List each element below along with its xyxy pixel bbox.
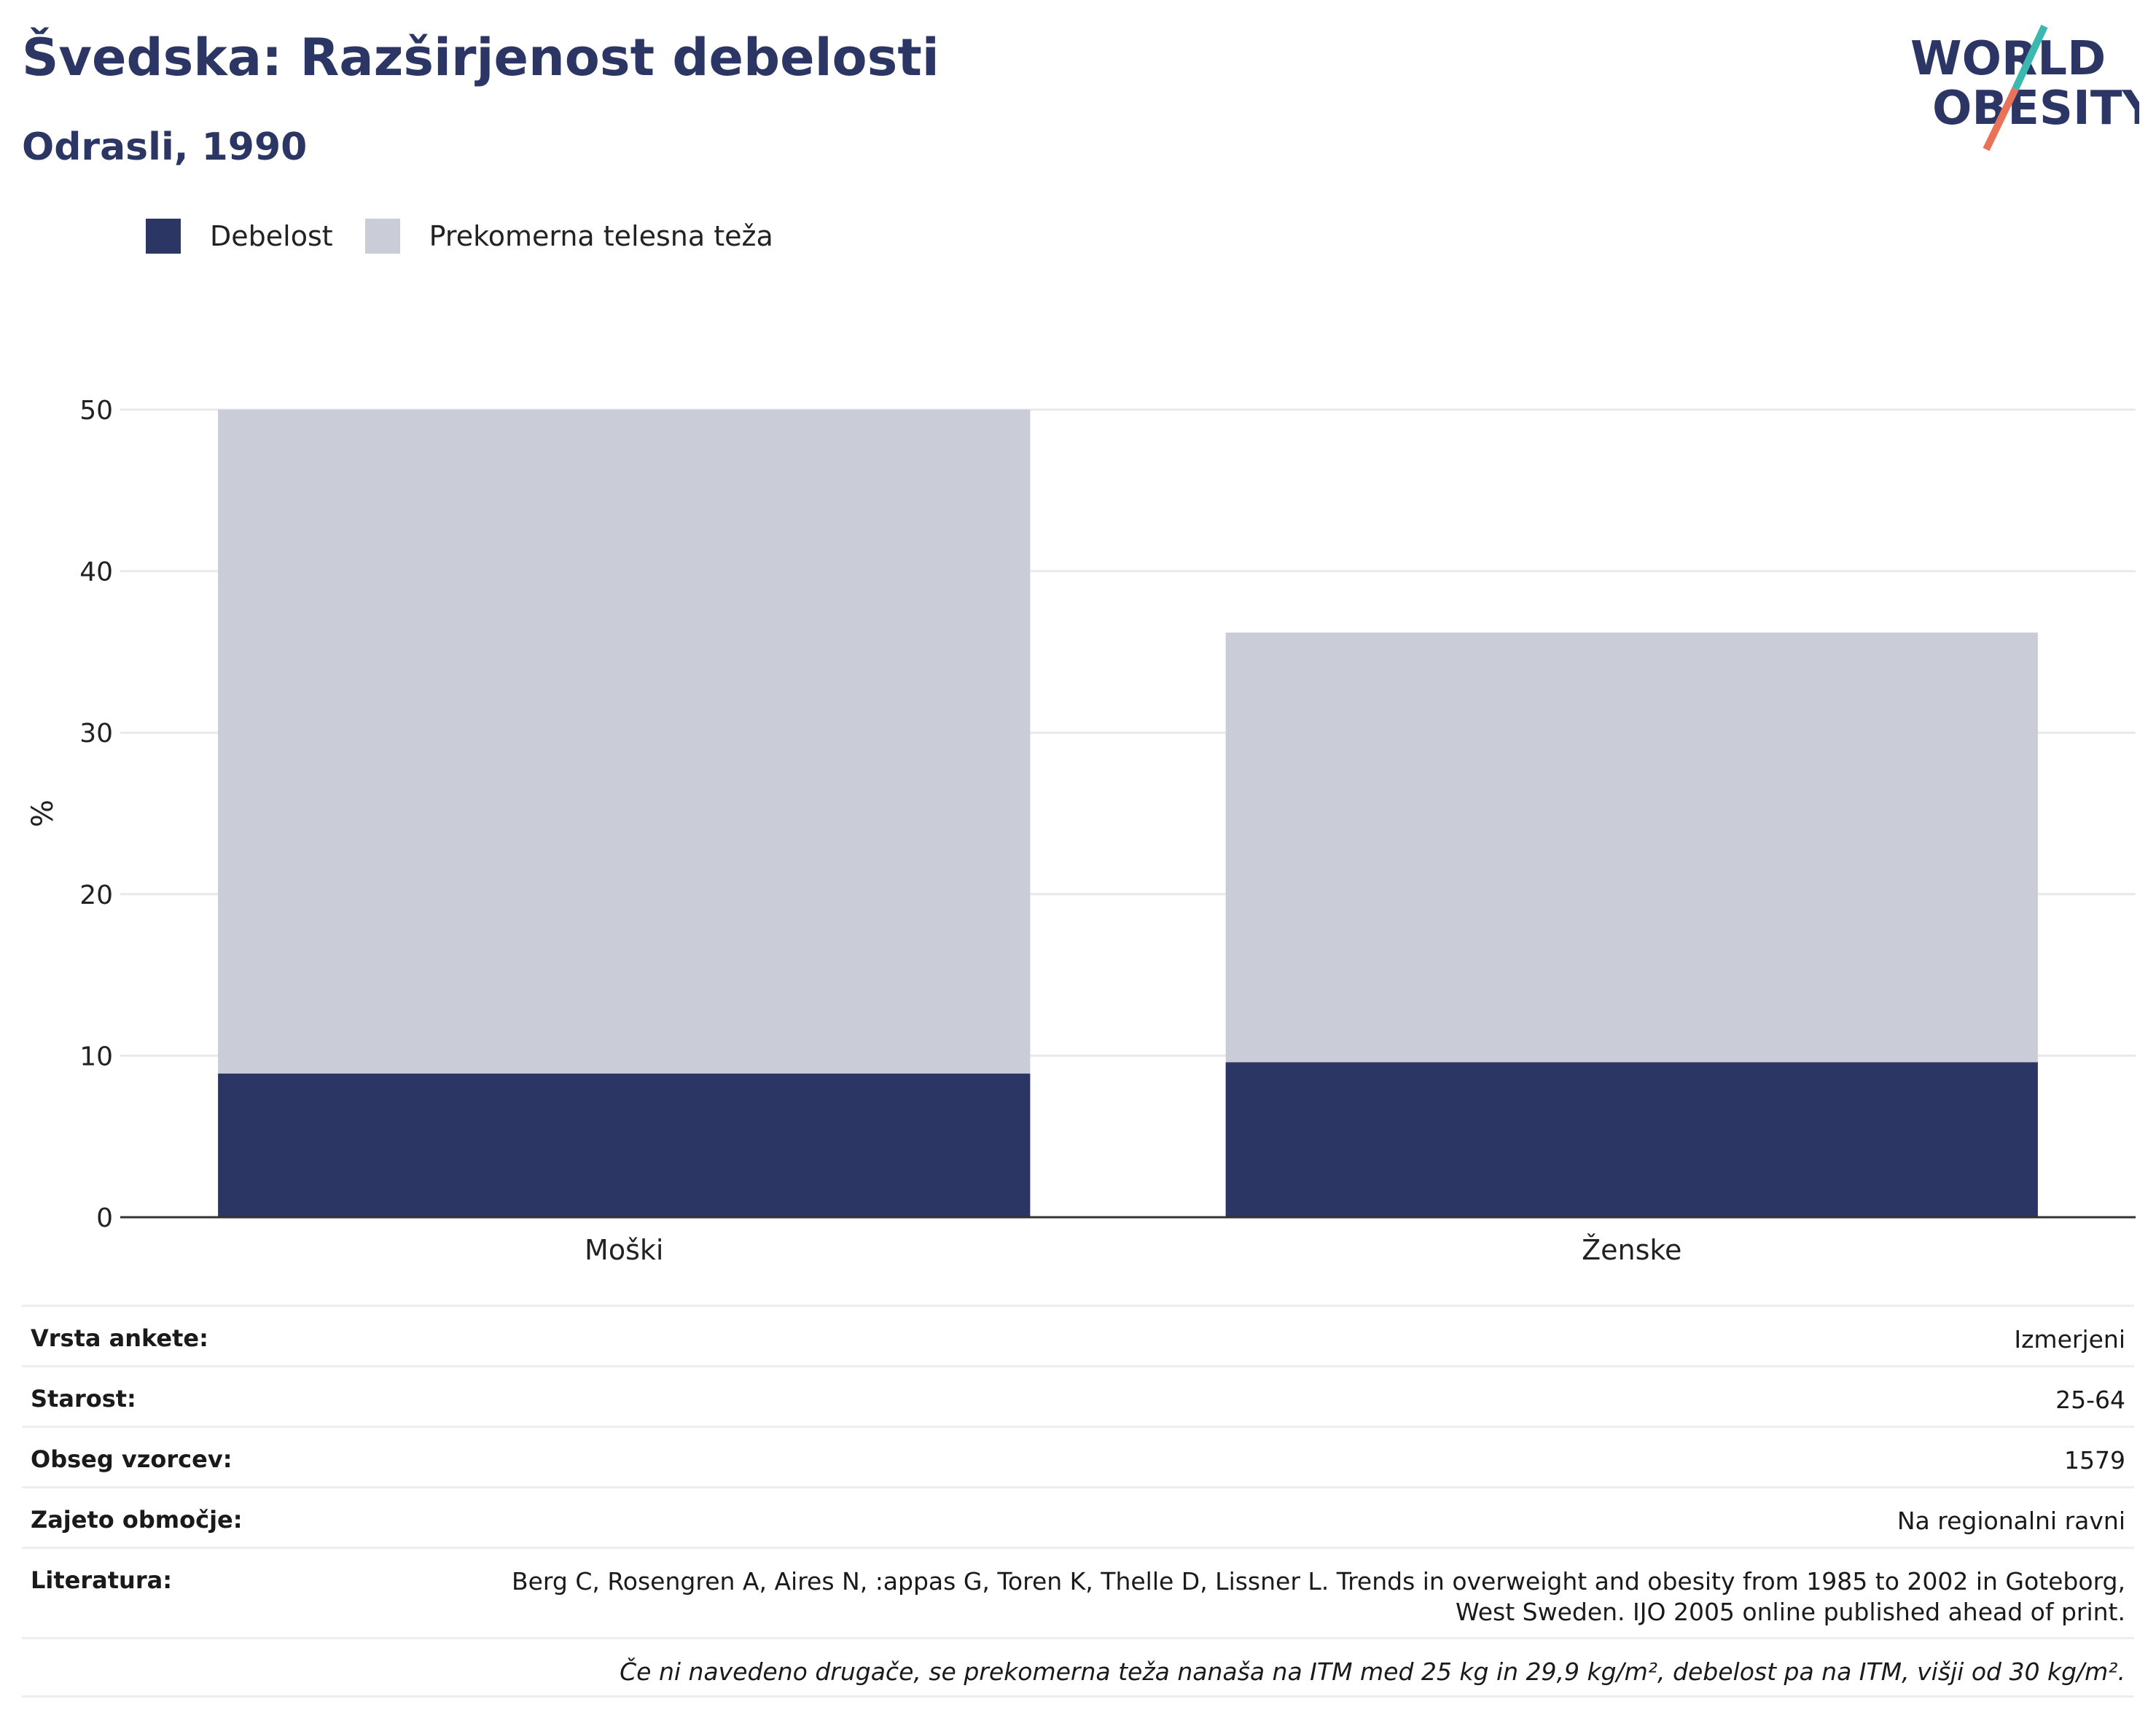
info-label: Literatura: xyxy=(31,1566,172,1594)
note-text: Če ni navedeno drugače, se prekomerna te… xyxy=(620,1657,2125,1686)
world-obesity-logo: WORLD OBESITY xyxy=(1910,24,2139,152)
y-tick-label: 50 xyxy=(79,396,113,426)
y-tick-label: 20 xyxy=(79,880,113,910)
logo-text-world: WORLD xyxy=(1910,32,2106,86)
legend-swatch-obesity xyxy=(146,219,181,254)
info-row-survey-type: Vrsta ankete: Izmerjeni xyxy=(22,1305,2134,1365)
y-axis-label: % xyxy=(26,800,60,827)
x-tick-label: Moški xyxy=(585,1234,663,1266)
chart-subtitle: Odrasli, 1990 xyxy=(22,125,308,169)
bar-overweight-1 xyxy=(1225,632,2038,1063)
info-label: Obseg vzorcev: xyxy=(31,1445,233,1473)
info-label: Zajeto območje: xyxy=(31,1506,243,1534)
legend-item-obesity[interactable]: Debelost xyxy=(146,219,333,254)
bar-obesity-0 xyxy=(218,1073,1031,1217)
legend-label-overweight: Prekomerna telesna teža xyxy=(429,220,773,252)
logo-text-obesity: OBESITY xyxy=(1932,82,2139,136)
bar-obesity-1 xyxy=(1225,1062,2038,1217)
logo-slash-coral xyxy=(1983,87,2019,152)
info-value: 1579 xyxy=(2064,1446,2125,1475)
info-value: Berg C, Rosengren A, Aires N, :appas G, … xyxy=(511,1567,2125,1626)
info-row-literature: Literatura: Berg C, Rosengren A, Aires N… xyxy=(22,1547,2134,1637)
y-tick-label: 10 xyxy=(79,1042,113,1071)
info-row-area: Zajeto območje: Na regionalni ravni xyxy=(22,1486,2134,1547)
info-label: Vrsta ankete: xyxy=(31,1324,208,1352)
y-tick-label: 40 xyxy=(79,558,113,587)
legend-label-obesity: Debelost xyxy=(210,220,333,252)
chart-title: Švedska: Razširjenost debelosti xyxy=(22,28,940,87)
legend-swatch-overweight xyxy=(364,219,400,254)
y-tick-label: 30 xyxy=(79,719,113,749)
info-value: 25-64 xyxy=(2055,1386,2125,1414)
y-tick-label: 0 xyxy=(96,1203,113,1233)
bar-chart: 0 10 20 30 40 50 Moški Ženske% xyxy=(26,396,2136,1266)
bar-overweight-0 xyxy=(218,410,1031,1074)
definition-note: Če ni navedeno drugače, se prekomerna te… xyxy=(22,1637,2134,1698)
info-label: Starost: xyxy=(31,1385,136,1413)
chart-legend: Debelost Prekomerna telesna teža xyxy=(146,216,805,257)
survey-info-table: Vrsta ankete: Izmerjeni Starost: 25-64 O… xyxy=(22,1305,2134,1698)
info-value: Izmerjeni xyxy=(2014,1325,2125,1354)
legend-item-overweight[interactable]: Prekomerna telesna teža xyxy=(364,219,773,254)
info-value: Na regionalni ravni xyxy=(1897,1507,2125,1535)
x-tick-label: Ženske xyxy=(1582,1234,1682,1266)
logo-slash-teal xyxy=(2012,24,2048,91)
info-row-age: Starost: 25-64 xyxy=(22,1365,2134,1426)
info-row-sample-size: Obseg vzorcev: 1579 xyxy=(22,1426,2134,1486)
